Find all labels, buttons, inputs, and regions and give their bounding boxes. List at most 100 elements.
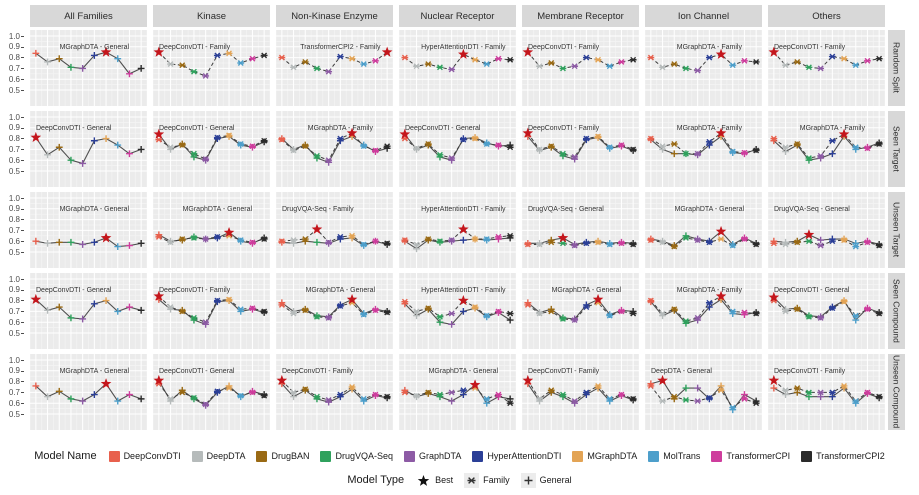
best-star-icon	[557, 232, 569, 243]
plus-marker-graphdta	[325, 239, 333, 247]
asterisk-marker-transformercpi	[249, 305, 256, 312]
plus-marker-mgraphdta	[594, 134, 602, 141]
asterisk-marker-drugvqa-seq	[559, 65, 567, 72]
asterisk-marker-drugban	[178, 62, 186, 69]
asterisk-marker-drugvqa-seq	[682, 65, 690, 72]
asterisk-marker-transformercpi2	[629, 146, 637, 153]
asterisk-marker-transformercpi	[618, 142, 625, 149]
legend-label: DeepConvDTI	[123, 451, 181, 461]
grid-major	[399, 273, 516, 349]
general-series-line	[281, 298, 388, 318]
y-tick-label: 0.7	[2, 388, 24, 397]
plus-marker-transformercpi2	[506, 395, 514, 403]
legend-label: TransformerCPI	[726, 451, 791, 461]
asterisk-marker-deepconvdti	[647, 54, 655, 61]
asterisk-marker-drugvqa-seq	[190, 314, 198, 321]
y-tick-label: 0.5	[2, 167, 24, 176]
general-series-line	[404, 303, 511, 325]
plus-marker-drugban	[670, 150, 678, 158]
family-series-line	[158, 295, 265, 323]
best-model-annotation: DeepConvDTI - Family	[528, 125, 600, 132]
plus-marker-transformercpi2	[137, 146, 145, 153]
asterisk-marker-deepconvdti	[647, 135, 655, 142]
plus-marker-moltrans	[606, 239, 614, 247]
facet-panel-unseen-compound-kinase: DeepConvDTI - General	[153, 354, 270, 430]
asterisk-marker-transformercpi2	[260, 392, 268, 399]
plus-marker-deepconvdti	[32, 49, 40, 57]
facet-panel-unseen-target-all-families: MGraphDTA - General	[30, 192, 147, 268]
family-series-line	[158, 134, 265, 160]
plus-marker-drugban	[424, 390, 432, 397]
y-tick-label: 0.5	[2, 86, 24, 95]
y-tick-label: 0.8	[2, 134, 24, 143]
plus-marker-drugban	[301, 305, 309, 313]
plus-marker-transformercpi	[249, 305, 256, 313]
facet-panel-seen-target-others: MGraphDTA - Family	[768, 111, 885, 187]
plus-marker-graphdta	[571, 315, 579, 323]
asterisk-marker-transformercpi2	[506, 144, 514, 151]
facet-panel-seen-compound-non-kinase-enzyme: MGraphDTA - General	[276, 273, 393, 349]
model-name-legend: Model Name DeepConvDTI DeepDTA DrugBAN Drug…	[0, 448, 919, 464]
best-star-icon	[657, 374, 668, 386]
asterisk-marker-drugvqa-seq	[805, 238, 813, 245]
family-series-line	[281, 228, 388, 245]
y-tick-label: 0.6	[2, 399, 24, 408]
best-model-annotation: MGraphDTA - General	[675, 206, 745, 213]
asterisk-marker-mgraphdta	[225, 50, 233, 57]
asterisk-marker-hyperattentiondti	[828, 305, 836, 312]
plus-marker-deepdta	[44, 393, 51, 401]
plus-marker-hyperattentiondti	[90, 238, 98, 246]
asterisk-marker-hyperattentiondti	[459, 136, 467, 143]
plus-marker-deepdta	[413, 393, 420, 401]
best-model-annotation: DrugVQA-Seq - General	[528, 206, 604, 213]
column-strip-non-kinase-enzyme: Non-Kinase Enzyme	[276, 5, 393, 27]
best-star-icon	[153, 46, 165, 57]
best-star-icon	[458, 223, 469, 234]
asterisk-marker-drugban	[301, 58, 309, 65]
plus-marker-drugban	[178, 140, 186, 148]
asterisk-marker-hyperattentiondti	[828, 137, 836, 144]
asterisk-marker-mgraphdta	[471, 135, 479, 142]
plus-marker-deepdta	[413, 312, 420, 320]
plus-marker-transformercpi2	[137, 395, 145, 403]
grid-major	[768, 192, 885, 268]
asterisk-marker-drugban	[424, 236, 432, 242]
asterisk-marker-deepdta	[536, 310, 543, 317]
asterisk-marker-drugban	[547, 239, 555, 246]
facet-panel-random-split-kinase: DeepConvDTI - Family	[153, 30, 270, 106]
plus-marker-deepdta	[290, 393, 297, 401]
general-series-line	[158, 133, 265, 161]
plus-marker-hyperattentiondti	[828, 393, 836, 401]
asterisk-marker-deepconvdti	[155, 233, 163, 240]
asterisk-marker-hyperattentiondti	[828, 238, 836, 245]
general-series-line	[773, 135, 880, 161]
asterisk-marker-deepdta	[290, 237, 297, 244]
asterisk-marker-hyperattentiondti	[459, 387, 467, 394]
asterisk-marker-graphdta	[202, 73, 210, 79]
grid-major	[30, 273, 147, 349]
asterisk-marker-deepdta	[290, 147, 297, 154]
asterisk-marker-transformercpi2	[629, 56, 637, 63]
asterisk-marker-graphdta	[448, 310, 456, 317]
facet-panel-random-split-non-kinase-enzyme: TransformerCPI2 - Family	[276, 30, 393, 106]
plus-marker-hyperattentiondti	[90, 300, 98, 308]
asterisk-marker-mgraphdta	[594, 239, 602, 246]
grid-major	[153, 354, 270, 430]
facet-panel-unseen-target-ion-channel: MGraphDTA - General	[645, 192, 762, 268]
row-strip-random-split: Random Split	[888, 30, 905, 106]
plus-marker-hyperattentiondti	[828, 303, 836, 311]
asterisk-marker-graphdta	[448, 155, 456, 161]
plus-marker-deepdta	[659, 237, 666, 245]
asterisk-marker-moltrans	[483, 141, 491, 147]
column-strip-membrane-receptor: Membrane Receptor	[522, 5, 639, 27]
best-star-icon	[715, 225, 727, 237]
plus-marker-transformercpi2	[752, 239, 760, 247]
asterisk-marker-mgraphdta	[840, 237, 848, 244]
plus-marker-hyperattentiondti	[90, 391, 98, 398]
asterisk-marker-drugban	[301, 386, 309, 393]
asterisk-marker-graphdta	[571, 242, 579, 249]
asterisk-marker-deepdta	[167, 144, 174, 151]
asterisk-marker-deepconvdti	[647, 382, 655, 389]
asterisk-marker-drugvqa-seq	[682, 235, 690, 241]
asterisk-marker-mgraphdta	[225, 296, 233, 303]
